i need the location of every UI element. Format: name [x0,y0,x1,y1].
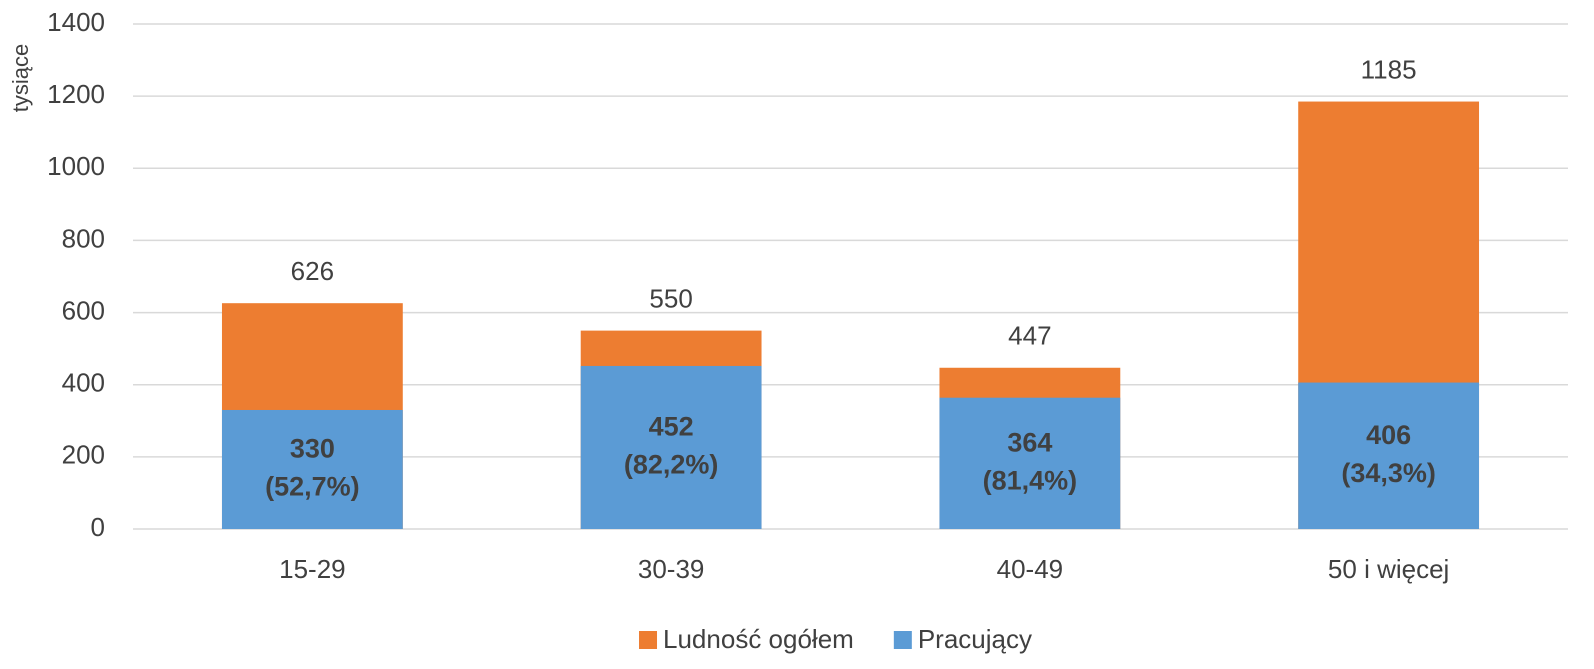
legend-swatch [893,631,912,649]
y-tick-label: 1400 [47,7,105,37]
x-tick-label: 40-49 [997,554,1064,584]
x-tick-label: 50 i więcej [1328,554,1449,584]
y-tick-label: 800 [62,223,105,253]
data-label: 406 (34,3%) [1341,420,1436,488]
x-tick-label: 15-29 [279,554,346,584]
data-label: 447 [1008,321,1051,351]
y-tick-label: 0 [91,512,105,542]
legend-swatch [639,631,658,649]
data-label: 364 (81,4%) [983,427,1078,495]
y-tick-label: 400 [62,368,105,398]
data-label: 330 (52,7%) [265,434,360,502]
bar [580,365,762,529]
legend: Ludność ogółem Pracujący [639,624,1032,654]
y-axis-label: tysiące [8,44,33,112]
legend-label: Ludność ogółem [663,624,854,654]
data-label: 452 (82,2%) [624,412,719,480]
y-tick-label: 200 [62,440,105,470]
data-label: 550 [649,283,692,313]
bar [221,409,403,529]
y-tick-label: 1200 [47,79,105,109]
bar [1298,382,1480,529]
x-tick-label: 30-39 [638,554,705,584]
y-tick-label: 600 [62,295,105,325]
legend-label: Pracujący [918,624,1032,654]
bar [939,397,1121,529]
data-label: 626 [291,256,334,286]
y-tick-label: 1000 [47,151,105,181]
data-label: 1185 [1361,54,1417,84]
